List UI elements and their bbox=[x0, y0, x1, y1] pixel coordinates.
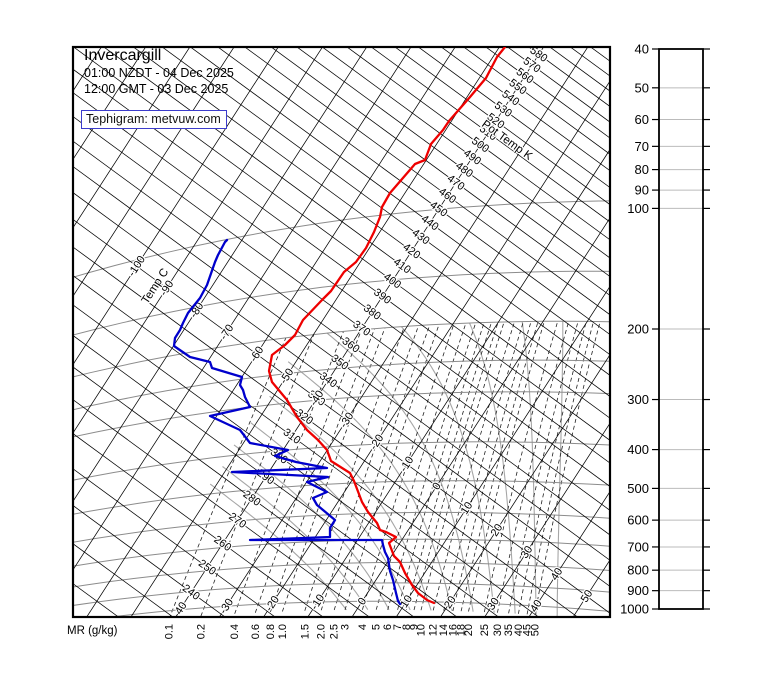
svg-text:0.6: 0.6 bbox=[250, 624, 262, 639]
svg-text:100: 100 bbox=[627, 201, 649, 216]
svg-text:0.1: 0.1 bbox=[164, 624, 176, 639]
svg-text:0.2: 0.2 bbox=[195, 624, 207, 639]
svg-text:280: 280 bbox=[241, 488, 263, 508]
svg-text:20: 20 bbox=[463, 624, 475, 636]
svg-text:10: 10 bbox=[459, 500, 476, 517]
svg-text:6: 6 bbox=[382, 624, 394, 630]
svg-text:500: 500 bbox=[627, 481, 649, 496]
svg-text:Pot Temp K: Pot Temp K bbox=[479, 118, 534, 163]
svg-text:-50: -50 bbox=[278, 366, 297, 386]
local-time-label: 01:00 NZDT - 04 Dec 2025 bbox=[84, 66, 234, 80]
svg-text:700: 700 bbox=[627, 539, 649, 554]
svg-text:0: 0 bbox=[356, 596, 369, 608]
svg-text:370: 370 bbox=[350, 318, 372, 338]
svg-text:-10: -10 bbox=[309, 592, 328, 612]
svg-text:240: 240 bbox=[180, 582, 202, 602]
temperature-trace bbox=[267, 47, 507, 605]
svg-text:-10: -10 bbox=[398, 454, 417, 474]
svg-text:40: 40 bbox=[528, 598, 545, 615]
svg-text:380: 380 bbox=[361, 302, 383, 322]
svg-text:200: 200 bbox=[627, 322, 649, 337]
svg-text:50: 50 bbox=[529, 624, 541, 636]
svg-text:410: 410 bbox=[391, 256, 413, 276]
svg-text:40: 40 bbox=[635, 42, 649, 57]
svg-text:2.0: 2.0 bbox=[316, 624, 328, 639]
svg-text:40: 40 bbox=[549, 566, 566, 583]
svg-text:1.0: 1.0 bbox=[277, 624, 289, 639]
svg-text:70: 70 bbox=[635, 139, 649, 154]
svg-text:350: 350 bbox=[329, 352, 351, 372]
svg-text:-60: -60 bbox=[248, 344, 267, 364]
svg-text:300: 300 bbox=[627, 392, 649, 407]
svg-text:4: 4 bbox=[357, 624, 369, 630]
svg-text:600: 600 bbox=[627, 513, 649, 528]
svg-text:14: 14 bbox=[438, 624, 450, 636]
svg-text:0.4: 0.4 bbox=[229, 624, 241, 639]
svg-text:420: 420 bbox=[400, 241, 422, 261]
svg-text:12: 12 bbox=[428, 624, 440, 636]
svg-text:5: 5 bbox=[371, 624, 383, 630]
svg-text:1.5: 1.5 bbox=[299, 624, 311, 639]
svg-text:0.8: 0.8 bbox=[265, 624, 277, 639]
svg-text:30: 30 bbox=[519, 544, 536, 561]
svg-text:18: 18 bbox=[456, 624, 468, 636]
svg-text:-20: -20 bbox=[368, 432, 387, 452]
svg-text:20: 20 bbox=[489, 522, 506, 539]
svg-text:390: 390 bbox=[371, 286, 393, 306]
plot-border bbox=[71, 45, 612, 619]
svg-text:9: 9 bbox=[409, 624, 421, 630]
svg-text:800: 800 bbox=[627, 563, 649, 578]
svg-text:-30: -30 bbox=[338, 410, 357, 430]
svg-text:7: 7 bbox=[392, 624, 404, 630]
svg-text:16: 16 bbox=[447, 624, 459, 636]
svg-text:60: 60 bbox=[635, 112, 649, 127]
svg-text:2.5: 2.5 bbox=[329, 624, 341, 639]
svg-text:360: 360 bbox=[340, 335, 362, 355]
svg-text:250: 250 bbox=[196, 557, 218, 577]
svg-text:25: 25 bbox=[479, 624, 491, 636]
svg-text:270: 270 bbox=[226, 511, 248, 531]
utc-time-label: 12:00 GMT - 03 Dec 2025 bbox=[84, 82, 229, 96]
svg-text:400: 400 bbox=[627, 442, 649, 457]
svg-text:MR (g/kg): MR (g/kg) bbox=[67, 625, 118, 637]
svg-text:50: 50 bbox=[635, 80, 649, 95]
svg-text:0: 0 bbox=[430, 481, 443, 493]
svg-text:8: 8 bbox=[401, 624, 413, 630]
svg-text:900: 900 bbox=[627, 583, 649, 598]
grid-labels: 2402502602702802903003103203303403503603… bbox=[125, 47, 597, 617]
dewpoint-trace bbox=[172, 238, 402, 606]
svg-text:260: 260 bbox=[211, 534, 233, 554]
svg-text:-70: -70 bbox=[218, 322, 237, 342]
title-block: Invercargill 01:00 NZDT - 04 Dec 2025 12… bbox=[84, 46, 234, 97]
svg-text:3: 3 bbox=[340, 624, 352, 630]
page-title: Invercargill bbox=[84, 47, 162, 64]
svg-text:45: 45 bbox=[522, 624, 534, 636]
svg-text:1000: 1000 bbox=[620, 602, 649, 617]
metvuw-link[interactable]: Tephigram: metvuw.com bbox=[81, 110, 227, 129]
svg-text:90: 90 bbox=[635, 183, 649, 198]
svg-text:40: 40 bbox=[513, 624, 525, 636]
svg-text:35: 35 bbox=[503, 624, 515, 636]
svg-text:30: 30 bbox=[492, 624, 504, 636]
svg-text:400: 400 bbox=[381, 271, 403, 291]
outer-elements bbox=[71, 45, 612, 619]
svg-text:310: 310 bbox=[281, 426, 303, 446]
svg-text:10: 10 bbox=[416, 624, 428, 636]
svg-text:80: 80 bbox=[635, 162, 649, 177]
mr-axis-labels: MR (g/kg) 0.1 0.2 0.4 0.6 0.8 1.0 1.5 2.0 2.53 4 5 6… bbox=[67, 624, 541, 639]
pressure-bar: 40 50 60 70 80 90 100 200 300 400 500 600 700 800 900 1… bbox=[620, 42, 710, 617]
